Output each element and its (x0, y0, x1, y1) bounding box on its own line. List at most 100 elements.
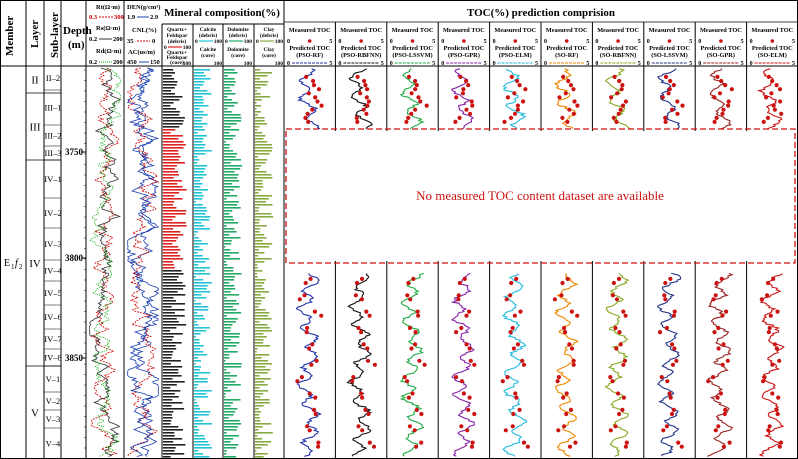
toc-axis-max: 5 (381, 39, 384, 45)
mineral-bar (224, 249, 231, 251)
mineral-bar (255, 333, 264, 335)
mineral-bar (255, 444, 268, 446)
mineral-bar (163, 288, 184, 290)
mineral-bar (255, 312, 270, 314)
mineral-bar (163, 69, 174, 71)
measured-toc-point (552, 297, 558, 302)
measured-toc-point (311, 83, 317, 88)
mineral-bar (163, 132, 171, 134)
mineral-bar (163, 426, 179, 428)
depth-column: 3750 3800 3850 (65, 69, 86, 459)
measured-toc-point (413, 107, 418, 112)
mineral-bar (224, 309, 237, 311)
mineral-bar (255, 204, 273, 206)
measured-toc-point (518, 309, 523, 314)
mineral-bar (255, 96, 271, 98)
mineral-bar (255, 126, 260, 128)
toc-panel-8 (706, 68, 734, 457)
measured-toc-point (470, 440, 475, 445)
measured-toc-point (670, 362, 676, 367)
toc-axis-min: 0 (647, 61, 650, 67)
mineral-bar (255, 111, 262, 113)
mineral-bar (224, 327, 231, 329)
cnl-min: 35 (127, 38, 134, 45)
mineral-bar (255, 129, 258, 131)
mineral-bar (194, 354, 207, 356)
measured-toc-point (559, 293, 564, 298)
measured-toc-point (759, 297, 764, 302)
mineral-bar (163, 270, 182, 272)
mineral-bar (255, 84, 267, 86)
mineral-bar (255, 144, 272, 146)
mineral-bar (255, 441, 272, 443)
measured-toc-point (416, 313, 421, 318)
mineral-debris-max: 100 (244, 39, 253, 45)
toc-axis-min: 0 (750, 61, 753, 67)
measured-toc-label: Measured TOC (649, 27, 691, 34)
mineral-bar (194, 447, 213, 449)
mineral-bar (255, 69, 261, 71)
measured-toc-point (772, 342, 778, 347)
mineral-bar (194, 390, 212, 392)
measured-toc-point (720, 111, 725, 116)
layer-label: III (30, 122, 41, 134)
mineral-bar (194, 264, 199, 266)
mineral-bar (224, 312, 242, 314)
mineral-bar (194, 213, 206, 215)
mineral-bar (163, 381, 185, 383)
measured-toc-point (565, 276, 570, 281)
mineral-bar (224, 318, 238, 320)
toc-axis-max: 5 (484, 61, 487, 67)
predicted-toc-line (348, 68, 374, 130)
mineral-bar (255, 219, 260, 221)
mineral-bar (255, 207, 260, 209)
mineral-bar (224, 294, 240, 296)
mineral-bar (163, 390, 181, 392)
mineral-bar (224, 225, 227, 227)
measured-toc-point (675, 111, 680, 116)
measured-toc-point (618, 107, 623, 112)
measured-toc-point (610, 379, 615, 384)
measured-toc-point (620, 407, 625, 412)
mineral-bar (255, 348, 258, 350)
mineral-bar (163, 405, 172, 407)
measured-toc-label: Measured TOC (546, 27, 588, 34)
measured-toc-point (356, 325, 361, 331)
mineral-bar (194, 438, 206, 440)
mineral-bar (163, 321, 179, 323)
sublayer-label: IV–7 (44, 334, 61, 344)
member-f: f (15, 258, 19, 269)
mineral-bar (163, 297, 174, 299)
mineral-bar (255, 138, 264, 140)
mineral-core-label1: Clay (264, 47, 275, 53)
measured-toc-point (355, 119, 360, 124)
mineral-bar (224, 321, 236, 323)
rt-curve (90, 67, 119, 457)
measured-toc-point (706, 379, 711, 384)
measured-toc-point (521, 99, 526, 104)
mineral-bar (255, 177, 273, 179)
mineral-core-label3: (core) (170, 59, 184, 66)
measured-toc-point (660, 95, 665, 100)
toc-model-label: (SO-RF) (555, 52, 578, 59)
measured-toc-point (414, 444, 419, 449)
measured-toc-point (511, 411, 516, 417)
mineral-bar (194, 306, 209, 308)
measured-toc-point (613, 424, 618, 429)
measured-toc-point (571, 362, 576, 367)
mineral-bar (163, 168, 175, 170)
mineral-debris-label2: (debris) (260, 32, 279, 39)
measured-toc-point (715, 74, 720, 79)
measured-toc-point (562, 424, 567, 429)
mineral-bar (163, 369, 179, 371)
mineral-bar (255, 399, 270, 401)
measured-toc-point (353, 293, 358, 298)
sublayer-label: IV–3 (44, 239, 61, 249)
layer-label: II (31, 75, 39, 87)
measured-toc-point (361, 342, 366, 347)
predicted-toc-label: Predicted TOC (341, 45, 382, 52)
mineral-bar (255, 453, 268, 455)
mineral-bar (255, 330, 272, 332)
